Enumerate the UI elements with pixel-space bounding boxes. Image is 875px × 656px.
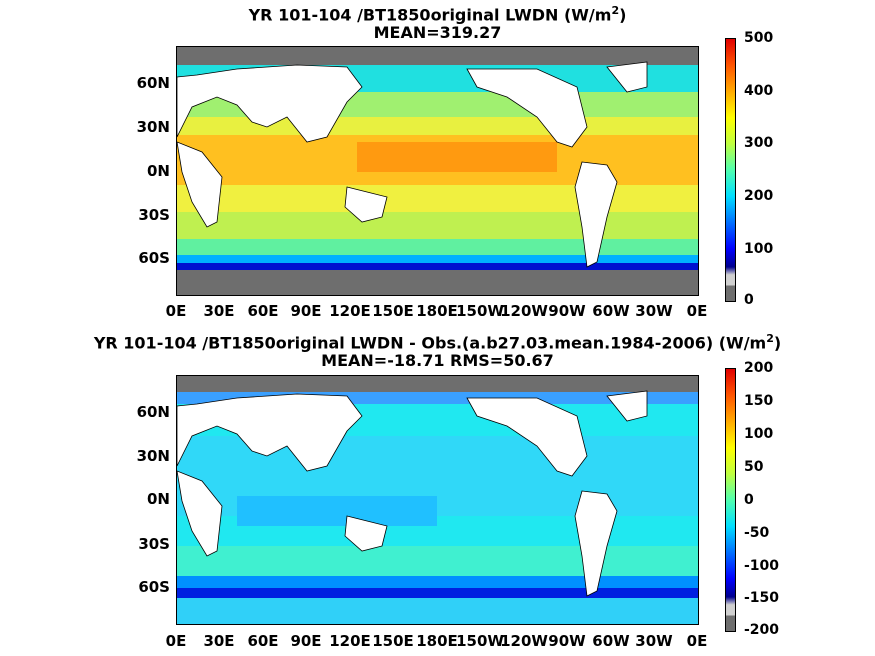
bottom-xtick: 150E [372,632,414,650]
top-ytick: 60N [136,74,170,92]
top-xtick: 90W [548,302,586,320]
top-xtick: 60E [247,302,279,320]
top-xtick: 30E [203,302,235,320]
top-ytick: 0N [147,162,170,180]
top-colorbar-tick: 300 [744,135,774,151]
bottom-xtick: 0E [686,632,708,650]
bottom-subtitle: MEAN=-18.71 RMS=50.67 [321,351,554,370]
top-xtick: 30W [635,302,673,320]
bottom-xtick: 150W [456,632,504,650]
bottom-xtick: 30W [635,632,673,650]
bottom-ytick: 60S [138,578,170,596]
bottom-xtick: 60W [592,632,630,650]
bottom-xtick: 60E [247,632,279,650]
bottom-ytick: 0N [147,490,170,508]
bottom-map [176,375,699,625]
top-map [176,46,699,296]
top-colorbar-tick: 0 [744,292,754,308]
bottom-xtick: 90W [548,632,586,650]
top-xtick: 120W [500,302,548,320]
bottom-colorbar-tick: 150 [744,393,774,409]
top-xtick: 120E [329,302,371,320]
bottom-xtick: 0E [165,632,187,650]
top-ytick: 60S [138,249,170,267]
bottom-colorbar [725,368,736,632]
bottom-colorbar-tick: -100 [744,558,780,574]
top-xtick: 180E [416,302,458,320]
bottom-title: YR 101-104 /BT1850original LWDN - Obs.(a… [93,332,782,353]
bottom-colorbar-tick: 200 [744,360,774,376]
top-xtick: 150W [456,302,504,320]
bottom-colorbar-tick: -150 [744,590,780,606]
bottom-colorbar-tick: 100 [744,426,774,442]
bottom-ytick: 30S [138,535,170,553]
top-xtick: 0E [165,302,187,320]
bottom-xtick: 30E [203,632,235,650]
bottom-colorbar-tick: 0 [744,492,754,508]
bottom-colorbar-tick: -50 [744,525,770,541]
top-xtick: 150E [372,302,414,320]
top-xtick: 60W [592,302,630,320]
bottom-xtick: 180E [416,632,458,650]
top-colorbar-tick: 200 [744,188,774,204]
bottom-ytick: 60N [136,403,170,421]
top-title: YR 101-104 /BT1850original LWDN (W/m2) [248,4,627,25]
bottom-xtick: 90E [290,632,322,650]
bottom-ytick: 30N [136,447,170,465]
bottom-xtick: 120W [500,632,548,650]
top-xtick: 90E [290,302,322,320]
top-colorbar-tick: 100 [744,241,774,257]
bottom-xtick: 120E [329,632,371,650]
top-colorbar [725,38,736,302]
bottom-colorbar-tick: 50 [744,459,764,475]
top-xtick: 0E [686,302,708,320]
top-ytick: 30S [138,206,170,224]
top-colorbar-tick: 500 [744,30,774,46]
bottom-colorbar-tick: -200 [744,622,780,638]
top-subtitle: MEAN=319.27 [373,23,502,42]
top-colorbar-tick: 400 [744,83,774,99]
top-ytick: 30N [136,118,170,136]
